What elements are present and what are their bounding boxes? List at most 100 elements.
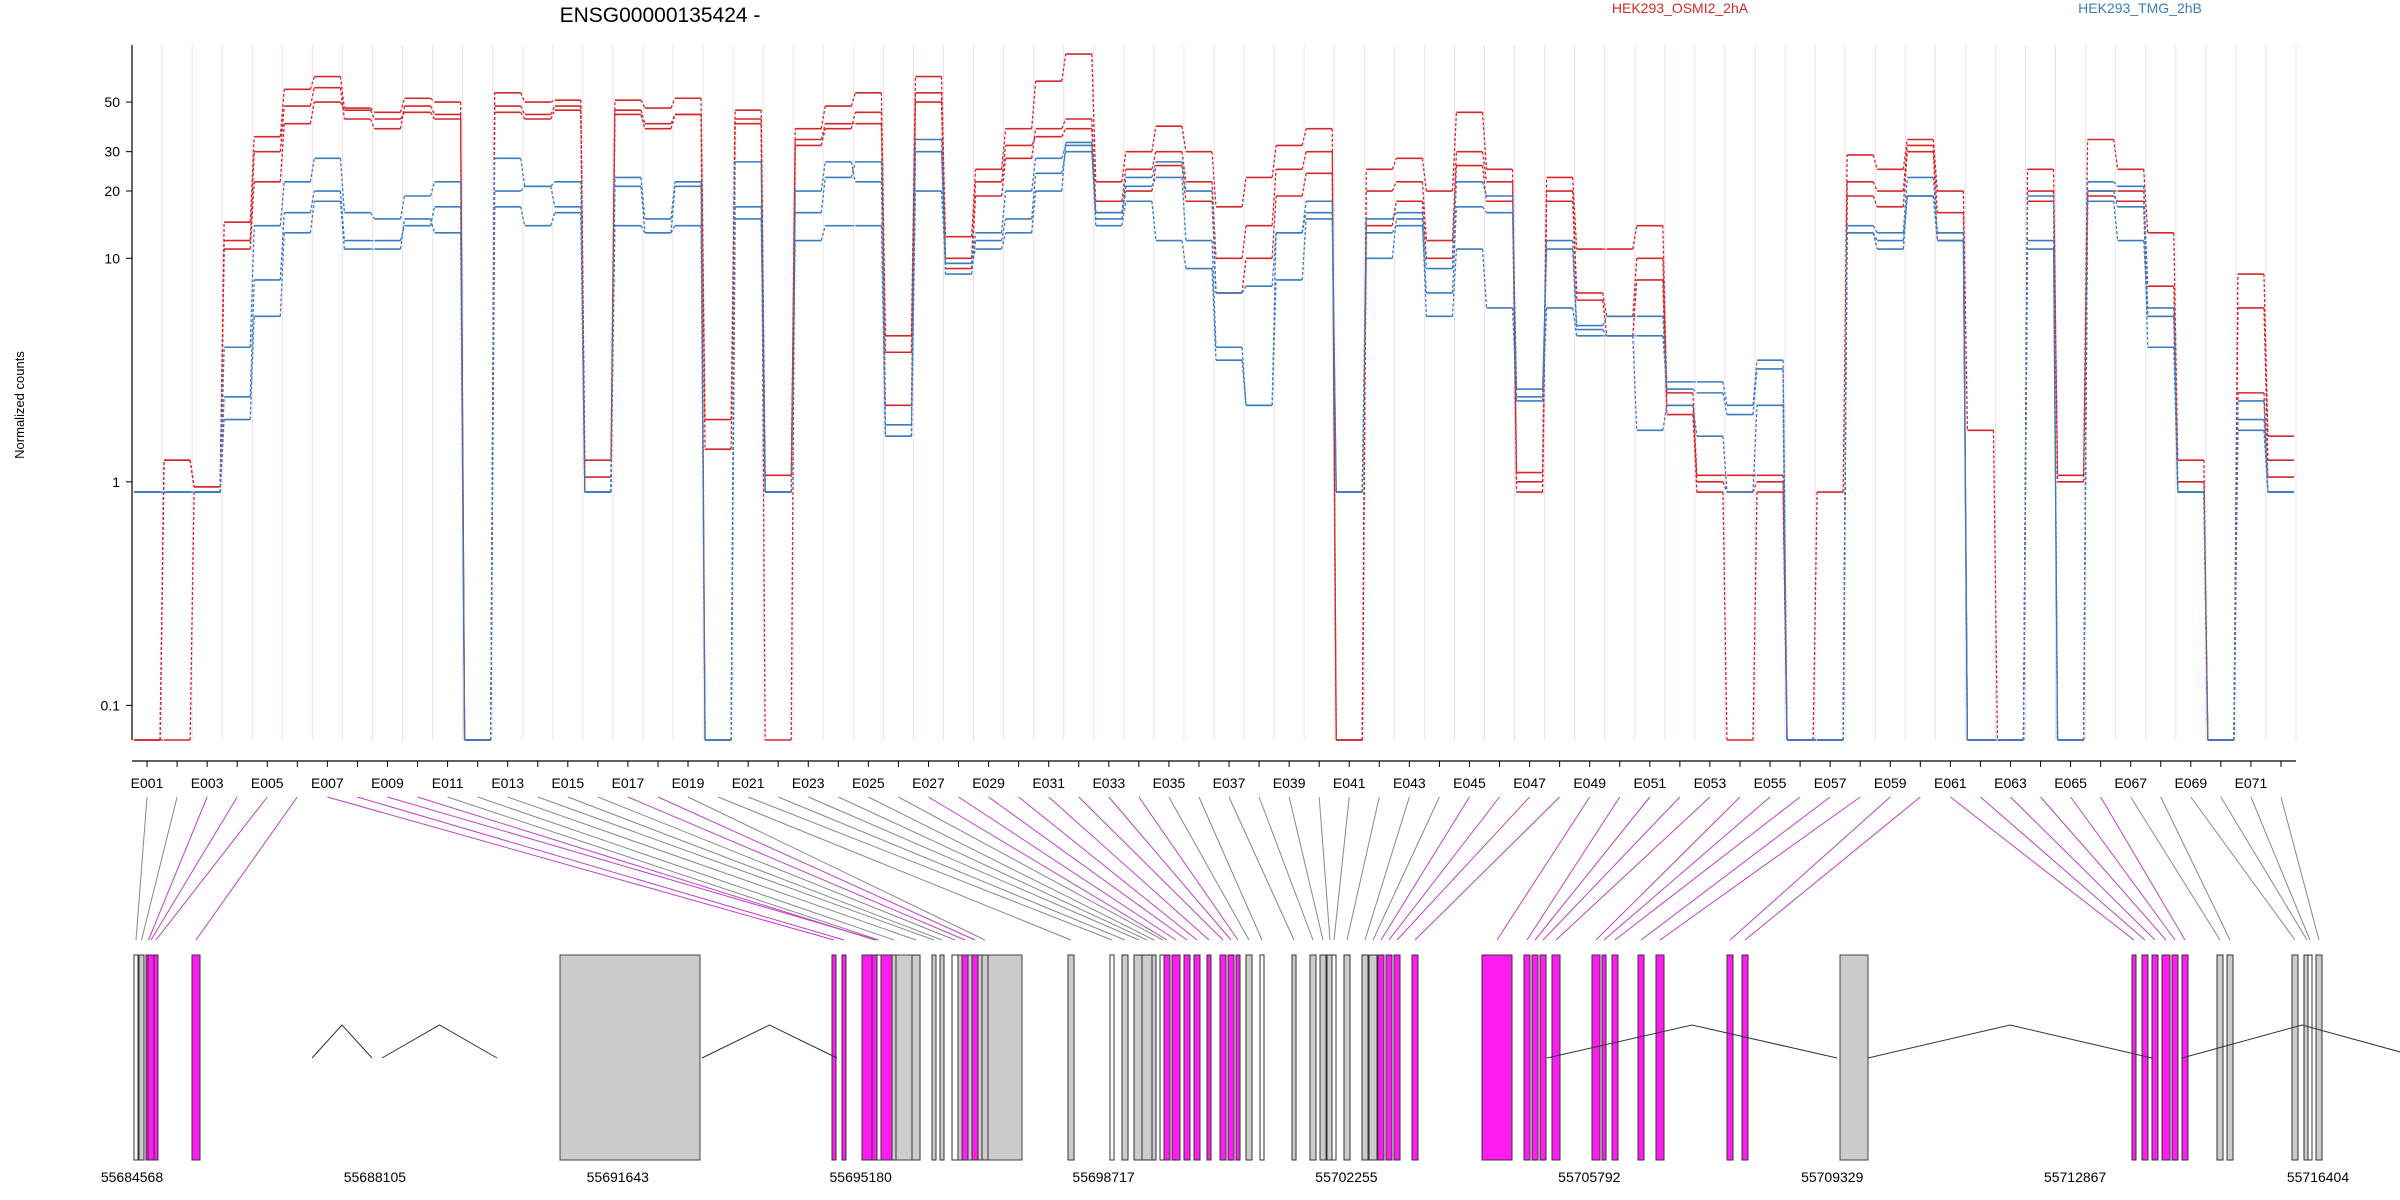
x-tick-label: E051: [1633, 775, 1666, 791]
series-connector: [1692, 388, 1698, 394]
series-connector: [910, 191, 917, 437]
series-connector: [2143, 186, 2149, 308]
exon-box: [147, 954, 155, 1161]
series-connector: [1602, 300, 1608, 336]
x-tick-label: E045: [1453, 775, 1486, 791]
series-connector: [429, 111, 436, 120]
x-tick-label: E039: [1273, 775, 1306, 791]
exon-box: [1741, 954, 1749, 1161]
x-tick-label: E015: [551, 775, 584, 791]
series-connector: [1842, 154, 1848, 493]
series-connector: [1301, 151, 1307, 170]
genomic-coordinate: 55716404: [2287, 1169, 2350, 1185]
series-connector: [429, 218, 436, 234]
series-connector: [640, 99, 646, 109]
y-axis-label: Normalized counts: [12, 351, 27, 459]
series-connector: [1061, 53, 1067, 82]
series-connector: [1271, 279, 1277, 406]
x-tick-label: E007: [311, 775, 344, 791]
exon-connector: [1078, 796, 1224, 941]
exon-box: [2151, 954, 2159, 1161]
series-connector: [1331, 173, 1337, 741]
series-connector: [1091, 118, 1097, 213]
series-connector: [520, 111, 526, 120]
series-connector: [940, 139, 947, 264]
exon-box: [1611, 954, 1619, 1161]
series-connector: [219, 419, 225, 493]
series-connector: [369, 118, 376, 129]
genomic-coordinate: 55712867: [2044, 1169, 2107, 1185]
y-tick-label: 10: [104, 250, 120, 266]
series-connector: [249, 181, 255, 250]
series-connector: [309, 76, 315, 90]
series-connector: [1061, 118, 1067, 129]
x-tick-label: E067: [2114, 775, 2147, 791]
series-connector: [1872, 225, 1878, 234]
exon-box: [1331, 954, 1337, 1161]
series-connector: [670, 225, 676, 234]
series-connector: [339, 190, 346, 241]
series-connector: [1211, 151, 1217, 207]
series-connector: [1451, 206, 1458, 293]
series-connector: [1061, 142, 1067, 192]
exon-connector: [1346, 796, 1380, 941]
series-connector: [670, 186, 676, 233]
series-6: [134, 141, 2294, 741]
intron-line: [311, 1024, 373, 1059]
series-connector: [1391, 201, 1397, 226]
series-connector: [1151, 177, 1157, 187]
series-connector: [1000, 190, 1007, 233]
series-connector: [2263, 307, 2269, 461]
series-connector: [1181, 126, 1187, 152]
series-connector: [1421, 201, 1428, 259]
exon-box: [1109, 954, 1115, 1161]
x-tick-label: E069: [2174, 775, 2207, 791]
genomic-coordinate: 55684568: [101, 1169, 164, 1185]
y-tick-label: 0.1: [101, 697, 121, 713]
series-connector: [339, 87, 346, 120]
exon-connector: [2040, 796, 2167, 941]
series-connector: [309, 101, 315, 124]
series-connector: [550, 109, 556, 120]
series-connector: [820, 128, 826, 146]
exon-box: [2141, 954, 2149, 1161]
exon-connector: [507, 796, 917, 941]
series-connector: [820, 105, 826, 129]
exon-box: [2171, 954, 2179, 1161]
series-connector: [1121, 169, 1127, 202]
series-connector: [1421, 158, 1428, 192]
exon-connector: [567, 796, 943, 941]
series-connector: [1211, 181, 1217, 259]
exon-box: [891, 954, 897, 1161]
exon-connector: [687, 796, 986, 941]
series-connector: [820, 123, 826, 140]
series-connector: [1782, 492, 1788, 741]
exon-connector: [1555, 796, 1711, 941]
series-connector: [1782, 405, 1788, 741]
series-connector: [399, 111, 406, 120]
series-connector: [249, 136, 255, 223]
exon-box: [1385, 954, 1393, 1161]
series-connector: [1331, 151, 1337, 741]
series-connector: [1391, 212, 1397, 220]
exon-box: [939, 954, 945, 1161]
exon-box: [1206, 954, 1212, 1161]
series-connector: [2022, 195, 2029, 741]
exon-guides: [131, 45, 2297, 740]
series-connector: [640, 177, 646, 220]
series-connector: [730, 206, 736, 741]
series-connector: [279, 181, 285, 226]
series-connector: [1902, 195, 1908, 250]
series-connector: [1031, 173, 1037, 220]
series-connector: [1121, 151, 1127, 182]
series-connector: [279, 89, 285, 137]
series-connector: [1632, 225, 1638, 250]
x-tick-label: E041: [1333, 775, 1366, 791]
series-connector: [1000, 218, 1007, 241]
exon-connector: [1659, 796, 1861, 941]
series-connector: [1481, 181, 1488, 197]
genomic-coordinate: 55705792: [1558, 1169, 1621, 1185]
series-connector: [1271, 195, 1277, 259]
exon-connector: [1414, 796, 1560, 941]
series-connector: [910, 92, 917, 353]
